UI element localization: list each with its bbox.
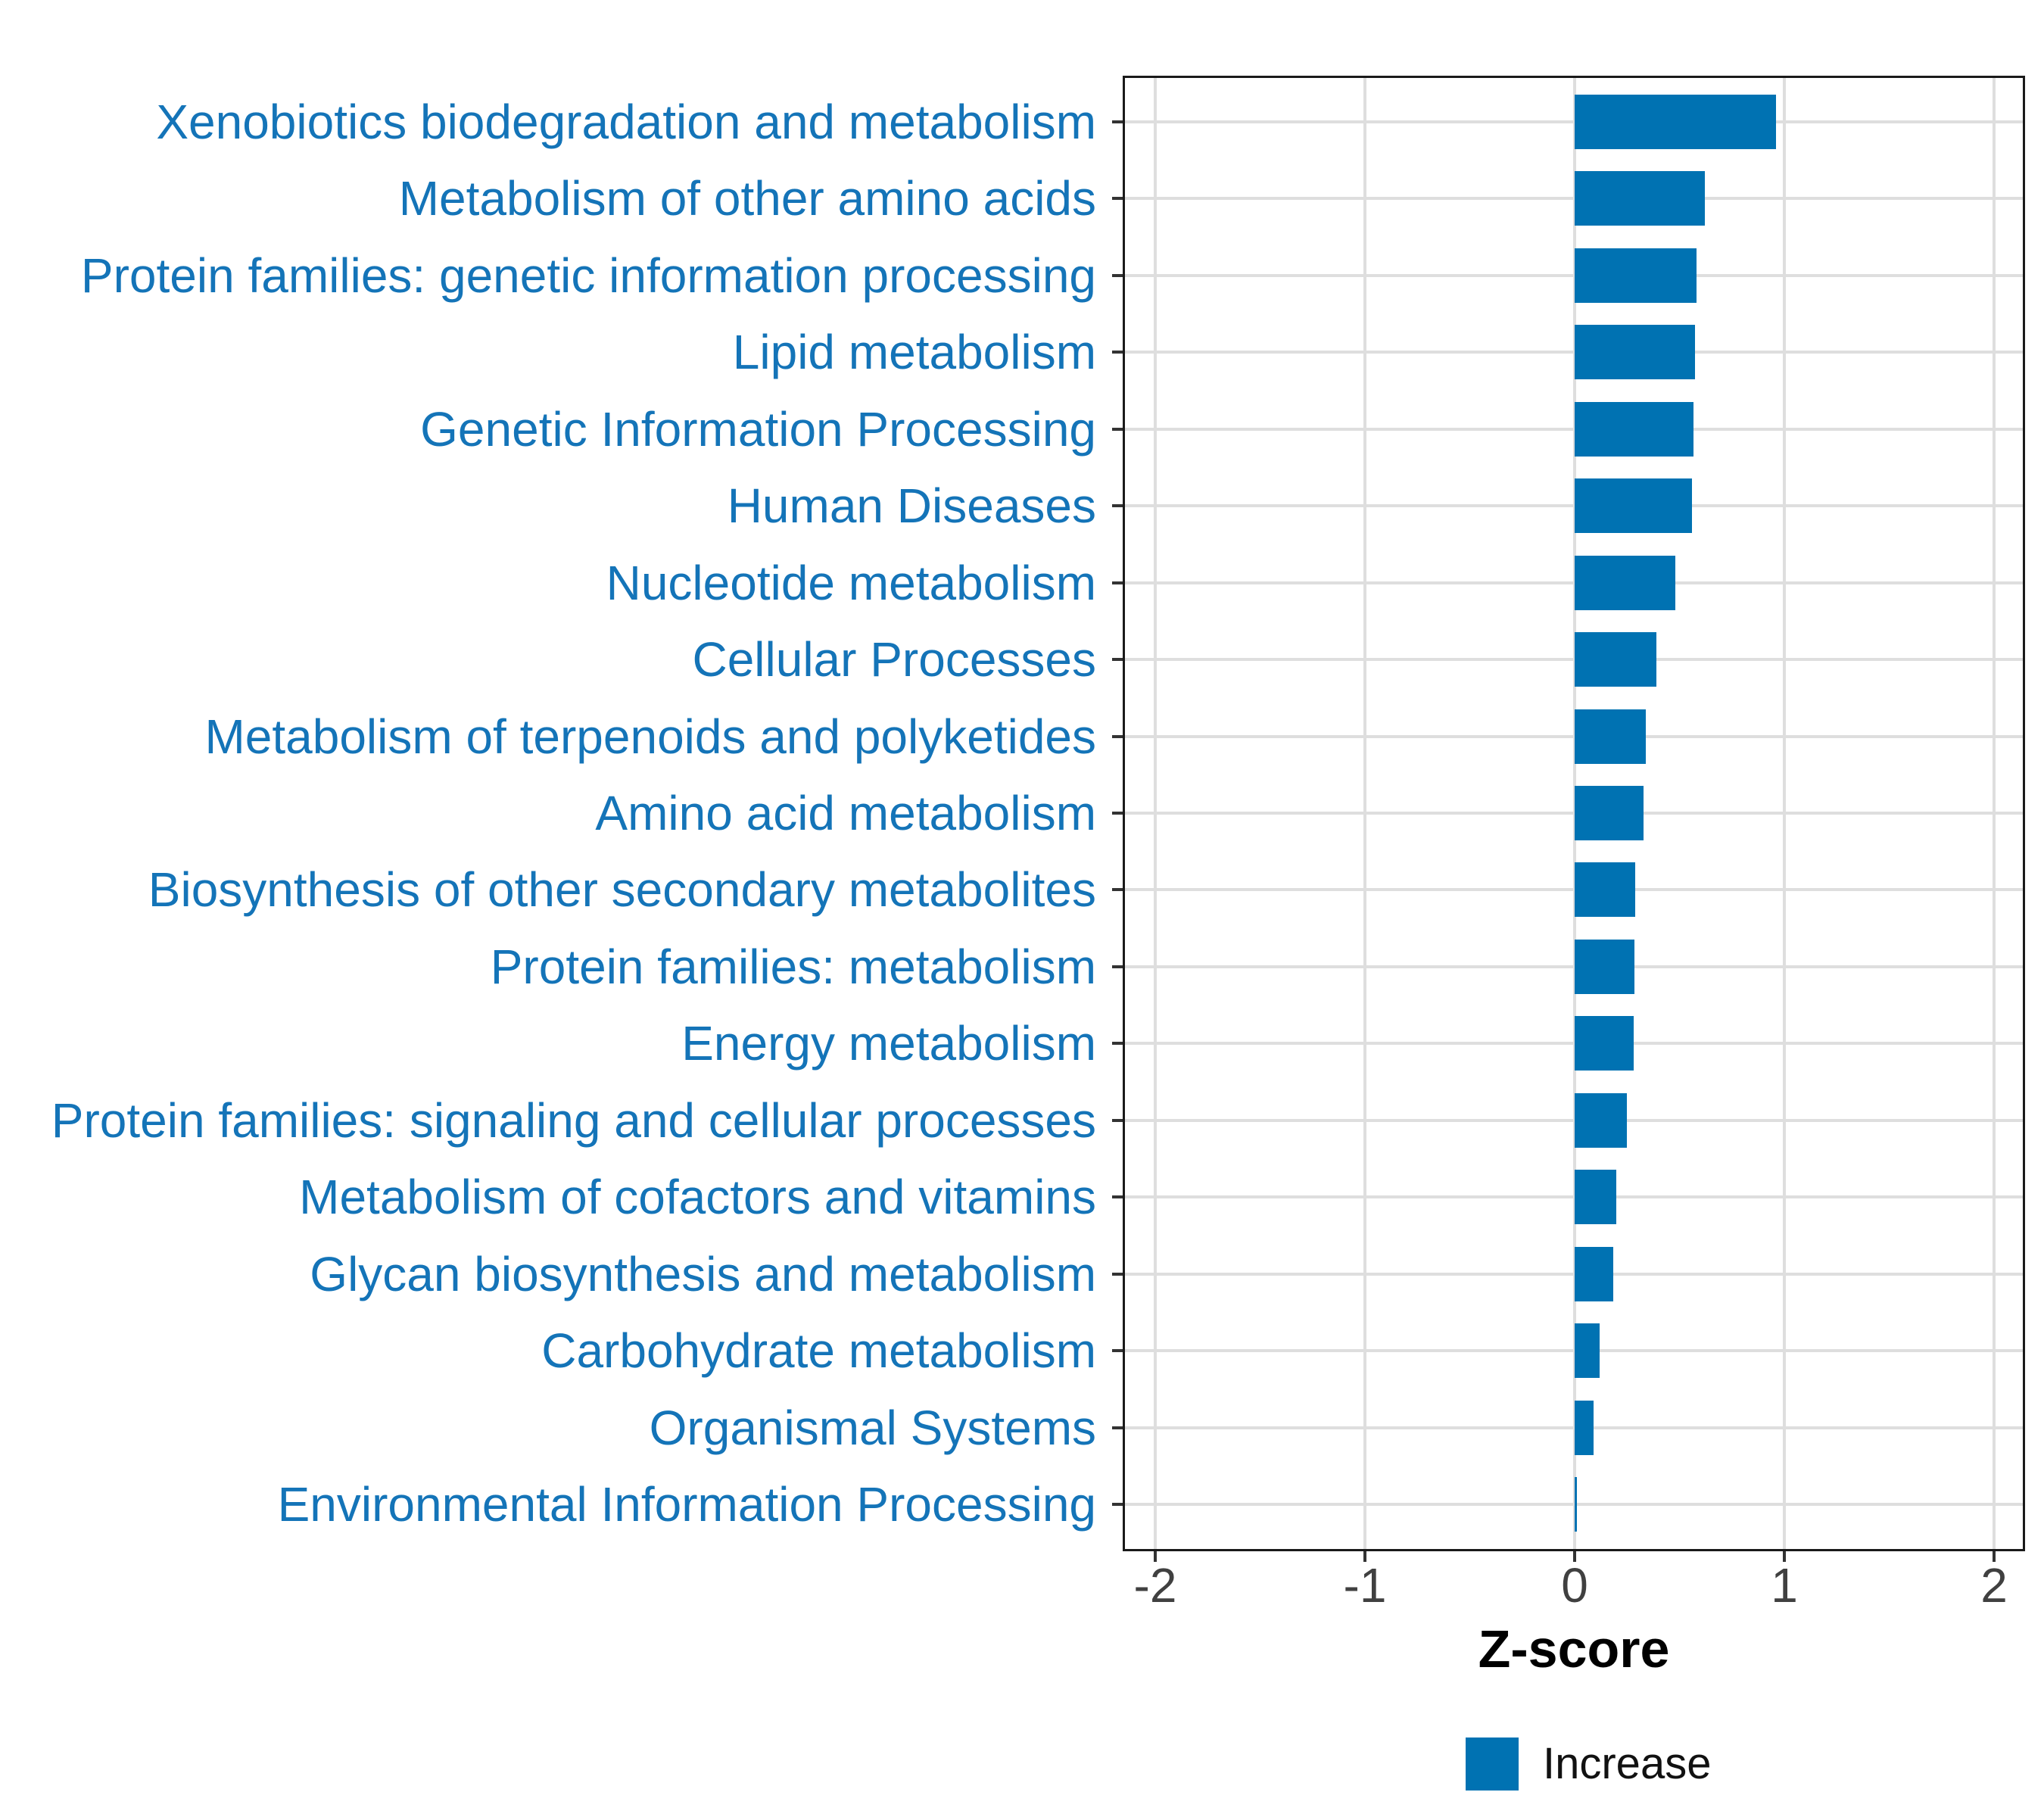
y-axis-label: Metabolism of other amino acids — [398, 171, 1096, 226]
y-axis-label: Metabolism of cofactors and vitamins — [299, 1170, 1096, 1225]
legend-swatch-increase — [1466, 1738, 1519, 1791]
bar-15 — [1575, 1246, 1614, 1301]
gridline-row-17 — [1125, 1426, 2023, 1429]
gridline-row-2 — [1125, 273, 2023, 277]
x-tick--2 — [1154, 1551, 1157, 1562]
y-axis-label: Xenobiotics biodegradation and metabolis… — [156, 94, 1096, 149]
y-axis-label: Protein families: signaling and cellular… — [51, 1092, 1096, 1148]
y-tick-10 — [1112, 888, 1123, 892]
y-axis-label: Lipid metabolism — [732, 325, 1096, 380]
y-tick-8 — [1112, 734, 1123, 738]
y-tick-17 — [1112, 1426, 1123, 1429]
bar-1 — [1575, 171, 1705, 226]
bar-18 — [1575, 1477, 1578, 1532]
bar-2 — [1575, 248, 1697, 303]
y-axis-label: Organismal Systems — [649, 1400, 1096, 1455]
y-tick-16 — [1112, 1349, 1123, 1353]
y-tick-0 — [1112, 120, 1123, 123]
y-tick-1 — [1112, 197, 1123, 201]
bar-9 — [1575, 786, 1644, 840]
y-tick-6 — [1112, 581, 1123, 584]
y-axis-label: Genetic Information Processing — [420, 401, 1096, 457]
gridline-row-13 — [1125, 1118, 2023, 1122]
x-tick-2 — [1993, 1551, 1996, 1562]
gridline-row-18 — [1125, 1503, 2023, 1507]
bar-7 — [1575, 632, 1657, 687]
y-tick-5 — [1112, 504, 1123, 508]
y-axis-label: Human Diseases — [727, 478, 1096, 534]
gridline-row-5 — [1125, 504, 2023, 508]
gridline-row-12 — [1125, 1042, 2023, 1046]
bar-13 — [1575, 1092, 1628, 1148]
bar-3 — [1575, 325, 1696, 380]
y-tick-3 — [1112, 351, 1123, 354]
bar-16 — [1575, 1323, 1600, 1379]
y-axis-label: Metabolism of terpenoids and polyketides — [204, 709, 1096, 764]
x-tick-label-1: 1 — [1771, 1558, 1798, 1613]
y-tick-9 — [1112, 812, 1123, 815]
y-axis-label: Energy metabolism — [681, 1016, 1096, 1071]
y-tick-12 — [1112, 1042, 1123, 1046]
bar-5 — [1575, 478, 1693, 534]
x-tick-label--2: -2 — [1133, 1558, 1177, 1613]
gridline-row-7 — [1125, 658, 2023, 662]
bar-0 — [1575, 94, 1776, 149]
legend-label-increase: Increase — [1543, 1739, 1712, 1788]
gridline-row-11 — [1125, 965, 2023, 968]
y-axis-label: Nucleotide metabolism — [606, 555, 1096, 610]
x-tick-label-0: 0 — [1561, 1558, 1588, 1613]
y-axis-label: Protein families: metabolism — [490, 939, 1096, 994]
bar-10 — [1575, 862, 1636, 918]
bar-11 — [1575, 939, 1634, 994]
y-axis-label: Carbohydrate metabolism — [541, 1323, 1096, 1379]
gridline-row-10 — [1125, 888, 2023, 892]
y-tick-4 — [1112, 427, 1123, 431]
bar-17 — [1575, 1400, 1594, 1455]
y-axis-label: Protein families: genetic information pr… — [80, 248, 1096, 303]
bar-6 — [1575, 555, 1675, 610]
gridline-row-9 — [1125, 812, 2023, 815]
y-tick-13 — [1112, 1118, 1123, 1122]
gridline-row-6 — [1125, 581, 2023, 584]
x-tick--1 — [1363, 1551, 1366, 1562]
gridline-row-16 — [1125, 1349, 2023, 1353]
y-tick-15 — [1112, 1272, 1123, 1276]
bar-4 — [1575, 401, 1693, 457]
y-axis-label: Glycan biosynthesis and metabolism — [310, 1246, 1096, 1301]
y-tick-11 — [1112, 965, 1123, 968]
legend: Increase — [1466, 1738, 1711, 1791]
y-tick-18 — [1112, 1503, 1123, 1507]
x-axis-title: Z-score — [1478, 1619, 1670, 1678]
y-axis-label: Environmental Information Processing — [277, 1477, 1096, 1532]
bar-14 — [1575, 1170, 1617, 1225]
bar-12 — [1575, 1016, 1634, 1071]
gridline-row-14 — [1125, 1195, 2023, 1199]
gridline-row-1 — [1125, 197, 2023, 201]
gridline-row-15 — [1125, 1272, 2023, 1276]
x-tick-0 — [1573, 1551, 1576, 1562]
x-tick-label--1: -1 — [1343, 1558, 1387, 1613]
y-tick-7 — [1112, 658, 1123, 662]
gridline-row-4 — [1125, 427, 2023, 431]
gridline-row-3 — [1125, 351, 2023, 354]
gridline-row-8 — [1125, 734, 2023, 738]
y-tick-2 — [1112, 273, 1123, 277]
gridline-row-0 — [1125, 120, 2023, 123]
y-axis-label: Amino acid metabolism — [595, 786, 1096, 840]
bar-8 — [1575, 709, 1647, 764]
x-tick-1 — [1783, 1551, 1786, 1562]
y-axis-label: Biosynthesis of other secondary metaboli… — [148, 862, 1096, 918]
x-tick-label-2: 2 — [1980, 1558, 2008, 1613]
y-tick-14 — [1112, 1195, 1123, 1199]
y-axis-label: Cellular Processes — [692, 632, 1096, 687]
plot-panel — [1123, 76, 2025, 1551]
